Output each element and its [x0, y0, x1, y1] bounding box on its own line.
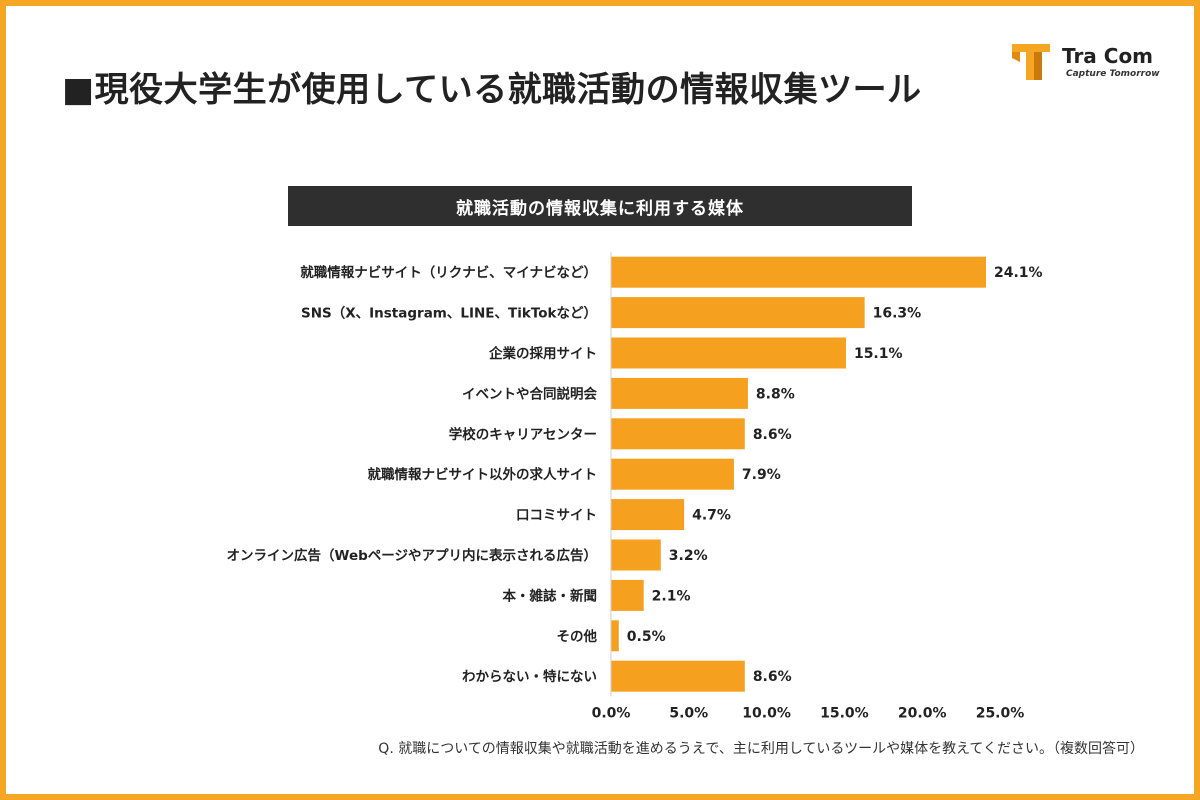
value-label: 8.6%	[753, 669, 792, 685]
bar	[611, 458, 734, 490]
bar	[611, 256, 986, 288]
chart-title: 就職活動の情報収集に利用する媒体	[288, 186, 912, 226]
brand-logo: Tra Com Capture Tomorrow	[1008, 38, 1178, 88]
value-label: 15.1%	[854, 346, 903, 362]
page-title: ■現役大学生が使用している就職活動の情報収集ツール	[62, 70, 922, 110]
category-label: 就職情報ナビサイト以外の求人サイト	[368, 466, 598, 483]
category-label: わからない・特にない	[462, 668, 597, 685]
x-tick-label: 25.0%	[976, 705, 1025, 721]
bar	[611, 499, 685, 531]
category-label: 学校のキャリアセンター	[449, 426, 597, 443]
x-tick-label: 15.0%	[820, 705, 869, 721]
value-label: 8.6%	[753, 427, 792, 443]
bar	[611, 337, 846, 369]
bar	[611, 539, 661, 571]
survey-question-footnote: Q. 就職についての情報収集や就職活動を進めるうえで、主に利用しているツールや媒…	[378, 741, 1144, 757]
bar	[611, 620, 619, 652]
tracom-logo-icon	[1012, 44, 1050, 80]
bar	[611, 418, 745, 450]
bar	[611, 297, 865, 329]
labels-layer: 就職情報ナビサイト（リクナビ、マイナビなど） 24.1% SNS（X、Instagr…	[227, 264, 1043, 685]
value-label: 0.5%	[627, 629, 666, 645]
category-label: その他	[557, 628, 598, 645]
x-tick-label: 5.0%	[669, 705, 708, 721]
value-label: 24.1%	[994, 265, 1043, 281]
category-label: 本・雑誌・新聞	[503, 587, 598, 604]
logo-name: Tra Com	[1062, 44, 1154, 68]
value-label: 2.1%	[652, 588, 691, 604]
category-label: イベントや合同説明会	[462, 385, 597, 402]
value-label: 16.3%	[873, 306, 922, 322]
category-label: 就職情報ナビサイト（リクナビ、マイナビなど）	[300, 264, 597, 281]
bar	[611, 660, 745, 692]
category-label: 企業の採用サイト	[488, 345, 597, 362]
logo-tagline: Capture Tomorrow	[1066, 69, 1160, 79]
value-label: 8.8%	[756, 386, 795, 402]
value-label: 4.7%	[692, 508, 731, 524]
x-tick-label: 10.0%	[742, 705, 791, 721]
x-axis-ticks: 0.0% 5.0% 10.0% 15.0% 20.0% 25.0%	[592, 705, 1025, 721]
x-tick-label: 20.0%	[898, 705, 947, 721]
category-label: オンライン広告（Webページやアプリ内に表示される広告）	[227, 547, 597, 564]
category-label: 口コミサイト	[516, 508, 597, 524]
value-label: 3.2%	[669, 548, 708, 564]
bar	[611, 579, 644, 611]
bars-layer	[610, 252, 986, 697]
category-label: SNS（X、Instagram、LINE、TikTokなど）	[301, 306, 597, 322]
bar	[611, 377, 748, 409]
value-label: 7.9%	[742, 467, 781, 483]
x-tick-label: 0.0%	[592, 705, 631, 721]
